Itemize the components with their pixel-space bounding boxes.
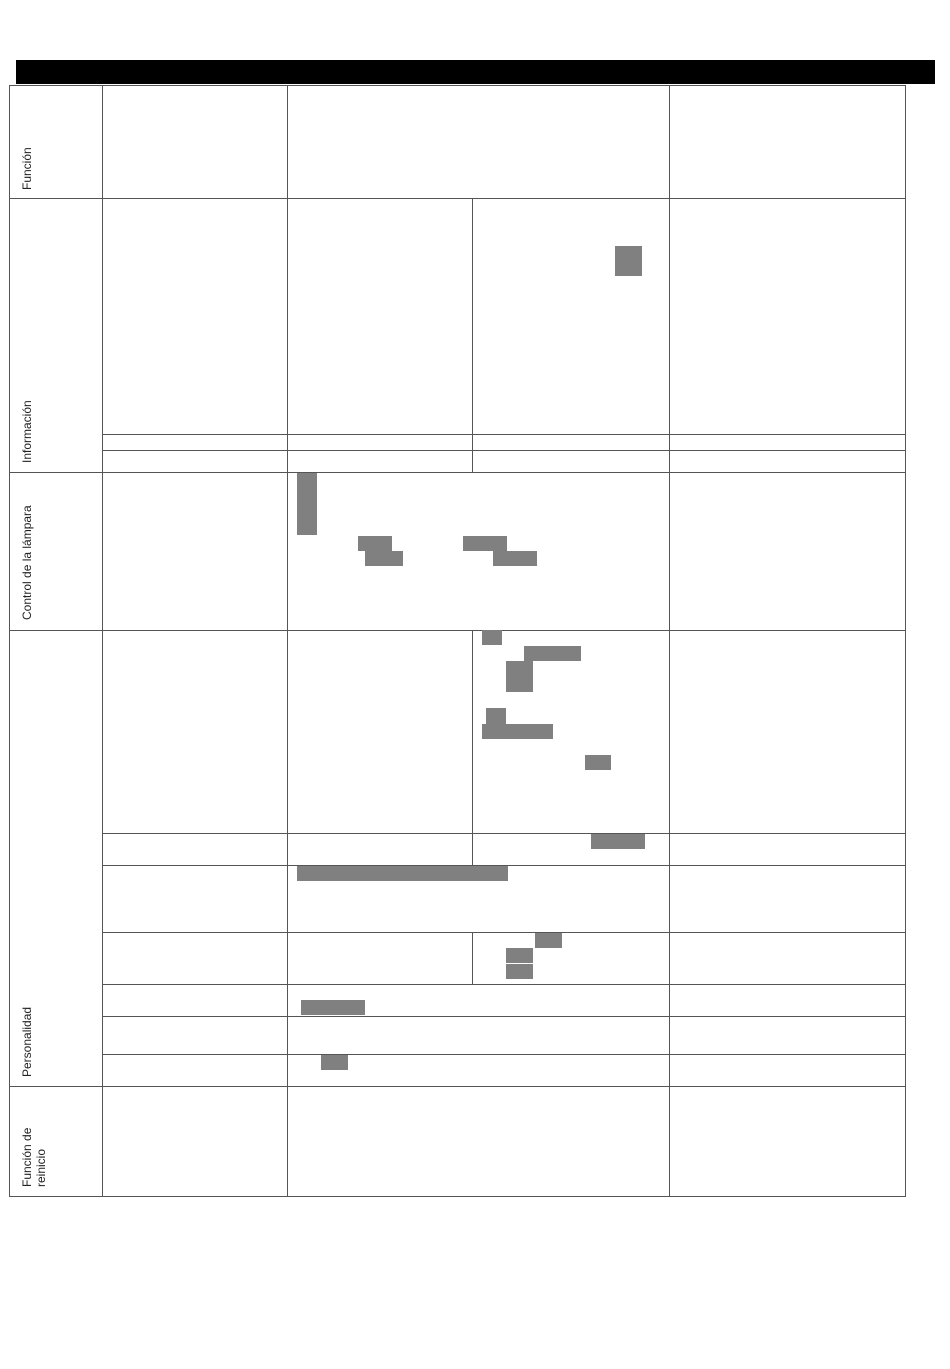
redaction-block [591, 834, 645, 849]
section-separator [9, 630, 906, 631]
row-separator [102, 865, 906, 866]
label-line: Función de [20, 1127, 34, 1187]
row-separator [102, 1016, 906, 1017]
column-divider-3 [669, 85, 670, 1196]
column-divider-2 [287, 85, 288, 1196]
table-border-bottom [9, 1196, 906, 1197]
subcolumn-divider [472, 198, 473, 472]
section-separator [9, 472, 906, 473]
redaction-block [493, 551, 537, 566]
section-separator [9, 1086, 906, 1087]
redaction-block [321, 1055, 348, 1070]
redaction-block [585, 755, 611, 770]
section-separator [9, 198, 906, 199]
redaction-block [524, 646, 581, 661]
subcolumn-divider [472, 932, 473, 984]
redaction-block [482, 630, 502, 645]
subcolumn-divider [472, 630, 473, 865]
row-separator [102, 984, 906, 985]
redaction-block [301, 1000, 365, 1015]
redaction-block [358, 536, 392, 551]
row-separator [102, 450, 906, 451]
row-separator [102, 1054, 906, 1055]
table-border-right [905, 85, 906, 1196]
table-border-left [9, 85, 10, 1196]
redaction-block [506, 948, 533, 963]
table-border-top [9, 85, 906, 86]
row-separator [102, 833, 906, 834]
redaction-block [482, 724, 553, 739]
redaction-block [297, 866, 508, 881]
redaction-block [297, 473, 317, 535]
column-divider-1 [102, 85, 103, 1196]
redaction-block [535, 933, 562, 948]
redaction-block [365, 551, 403, 566]
row-separator [102, 932, 906, 933]
label-line: reinicio [34, 1148, 48, 1187]
redaction-block [615, 246, 642, 276]
redaction-block [486, 708, 506, 724]
redaction-block [506, 964, 533, 979]
redaction-block [463, 536, 507, 551]
row-separator [102, 434, 906, 435]
redaction-block [506, 661, 533, 692]
header-bar [16, 60, 935, 84]
